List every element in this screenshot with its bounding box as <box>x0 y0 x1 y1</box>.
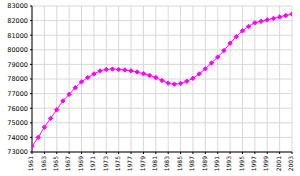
svg-text:1999: 1999 <box>262 156 269 171</box>
svg-text:81000: 81000 <box>8 32 28 40</box>
svg-text:1991: 1991 <box>213 156 220 171</box>
svg-text:1987: 1987 <box>188 156 195 171</box>
svg-text:1993: 1993 <box>225 156 232 171</box>
svg-text:1975: 1975 <box>114 156 121 171</box>
svg-text:2003: 2003 <box>287 156 292 171</box>
svg-text:80000: 80000 <box>8 46 28 54</box>
svg-text:1961: 1961 <box>27 156 34 171</box>
svg-text:1981: 1981 <box>151 156 158 171</box>
svg-text:1977: 1977 <box>126 156 133 171</box>
svg-text:79000: 79000 <box>8 61 28 69</box>
svg-text:75000: 75000 <box>8 119 28 127</box>
svg-text:1963: 1963 <box>40 156 47 171</box>
svg-text:82000: 82000 <box>8 17 28 25</box>
svg-text:1979: 1979 <box>139 156 146 171</box>
svg-text:1973: 1973 <box>102 156 109 171</box>
svg-text:1995: 1995 <box>238 156 245 171</box>
svg-text:1985: 1985 <box>176 156 183 171</box>
svg-text:1967: 1967 <box>64 156 71 171</box>
svg-text:73000: 73000 <box>8 148 28 156</box>
svg-text:83000: 83000 <box>8 2 28 10</box>
svg-text:1971: 1971 <box>89 156 96 171</box>
svg-text:1989: 1989 <box>201 156 208 171</box>
svg-text:76000: 76000 <box>8 105 28 113</box>
svg-text:1969: 1969 <box>77 156 84 171</box>
svg-text:1983: 1983 <box>163 156 170 171</box>
svg-text:1965: 1965 <box>52 156 59 171</box>
svg-text:74000: 74000 <box>8 134 28 142</box>
svg-text:77000: 77000 <box>8 90 28 98</box>
svg-text:78000: 78000 <box>8 75 28 83</box>
svg-text:1997: 1997 <box>250 156 257 171</box>
svg-text:2001: 2001 <box>275 156 282 171</box>
